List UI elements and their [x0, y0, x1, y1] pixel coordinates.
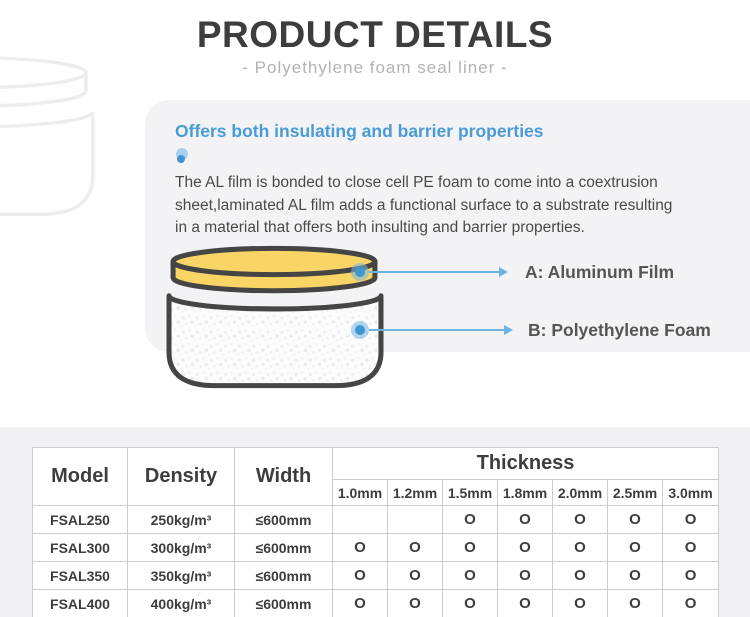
faint-jar-sketch-icon	[0, 56, 95, 216]
model-cell: FSAL400	[32, 589, 128, 617]
page-subtitle: - Polyethylene foam seal liner -	[242, 58, 508, 77]
availability-mark: O	[497, 561, 553, 590]
availability-mark: O	[442, 589, 498, 617]
availability-mark	[387, 505, 443, 534]
availability-mark: O	[607, 533, 663, 562]
jar-lid-top	[170, 245, 378, 278]
panel-heading: Offers both insulating and barrier prope…	[175, 121, 544, 141]
col-header-width: Width	[234, 447, 333, 506]
jar-foam-body	[166, 293, 384, 389]
description-line: sheet,laminated AL film adds a functiona…	[175, 196, 673, 214]
lightbulb-icon	[176, 148, 189, 163]
model-cell: FSAL350	[32, 561, 128, 590]
availability-mark: O	[387, 533, 443, 562]
thickness-header: 1.5mm	[442, 479, 498, 506]
col-header-thickness: Thickness	[331, 447, 720, 480]
availability-mark	[332, 505, 388, 534]
table-row: FSAL350 350kg/m³ ≤600mm O O O O O O O	[32, 561, 720, 590]
availability-mark: O	[661, 505, 720, 534]
callout-label-polyethylene-foam: B: Polyethylene Foam	[528, 320, 711, 340]
description-line: in a material that offers both insulting…	[175, 219, 585, 236]
arrow-head-b-icon	[504, 325, 513, 335]
availability-mark: O	[552, 505, 608, 534]
availability-mark: O	[497, 533, 553, 562]
thickness-header: 1.0mm	[332, 479, 388, 506]
width-cell: ≤600mm	[234, 561, 333, 590]
panel-description: The AL film is bonded to close cell PE f…	[175, 172, 735, 240]
arrow-head-a-icon	[499, 267, 508, 277]
arrow-line-b	[369, 329, 505, 331]
col-header-model: Model	[32, 447, 128, 506]
col-header-density: Density	[127, 447, 235, 506]
density-cell: 300kg/m³	[127, 533, 235, 562]
density-cell: 250kg/m³	[127, 505, 235, 534]
availability-mark: O	[552, 589, 608, 617]
table-row: FSAL300 300kg/m³ ≤600mm O O O O O O O	[32, 533, 720, 562]
table-row: FSAL250 250kg/m³ ≤600mm O O O O O	[32, 505, 720, 534]
thickness-header: 2.5mm	[607, 479, 663, 506]
availability-mark: O	[497, 589, 553, 617]
width-cell: ≤600mm	[234, 505, 333, 534]
availability-mark: O	[387, 561, 443, 590]
availability-mark: O	[497, 505, 553, 534]
availability-mark: O	[552, 561, 608, 590]
availability-mark: O	[332, 589, 388, 617]
description-line: The AL film is bonded to close cell PE f…	[175, 174, 658, 191]
availability-mark: O	[442, 533, 498, 562]
callout-label-aluminum-film: A: Aluminum Film	[525, 262, 675, 282]
spec-table: Model Density Width Thickness 1.0mm 1.2m…	[32, 447, 720, 617]
thickness-header: 3.0mm	[661, 479, 720, 506]
lightbulb-base	[177, 155, 185, 163]
availability-mark: O	[661, 589, 720, 617]
thickness-header: 2.0mm	[552, 479, 608, 506]
availability-mark: O	[332, 533, 388, 562]
table-row: FSAL400 400kg/m³ ≤600mm O O O O O O O	[32, 589, 720, 617]
width-cell: ≤600mm	[234, 533, 333, 562]
availability-mark: O	[661, 533, 720, 562]
model-cell: FSAL250	[32, 505, 128, 534]
availability-mark: O	[607, 589, 663, 617]
foam-liner-jar-illustration	[166, 245, 384, 389]
availability-mark: O	[607, 505, 663, 534]
density-cell: 350kg/m³	[127, 561, 235, 590]
page-title: PRODUCT DETAILS	[196, 14, 554, 55]
availability-mark: O	[661, 561, 720, 590]
thickness-header: 1.2mm	[387, 479, 443, 506]
pointer-dot-a-icon	[351, 263, 369, 281]
availability-mark: O	[442, 561, 498, 590]
model-cell: FSAL300	[32, 533, 128, 562]
availability-mark: O	[607, 561, 663, 590]
availability-mark: O	[442, 505, 498, 534]
availability-mark: O	[332, 561, 388, 590]
width-cell: ≤600mm	[234, 589, 333, 617]
availability-mark: O	[552, 533, 608, 562]
arrow-line-a	[369, 271, 500, 273]
pointer-dot-b-icon	[351, 321, 369, 339]
thickness-header: 1.8mm	[497, 479, 553, 506]
availability-mark: O	[387, 589, 443, 617]
density-cell: 400kg/m³	[127, 589, 235, 617]
